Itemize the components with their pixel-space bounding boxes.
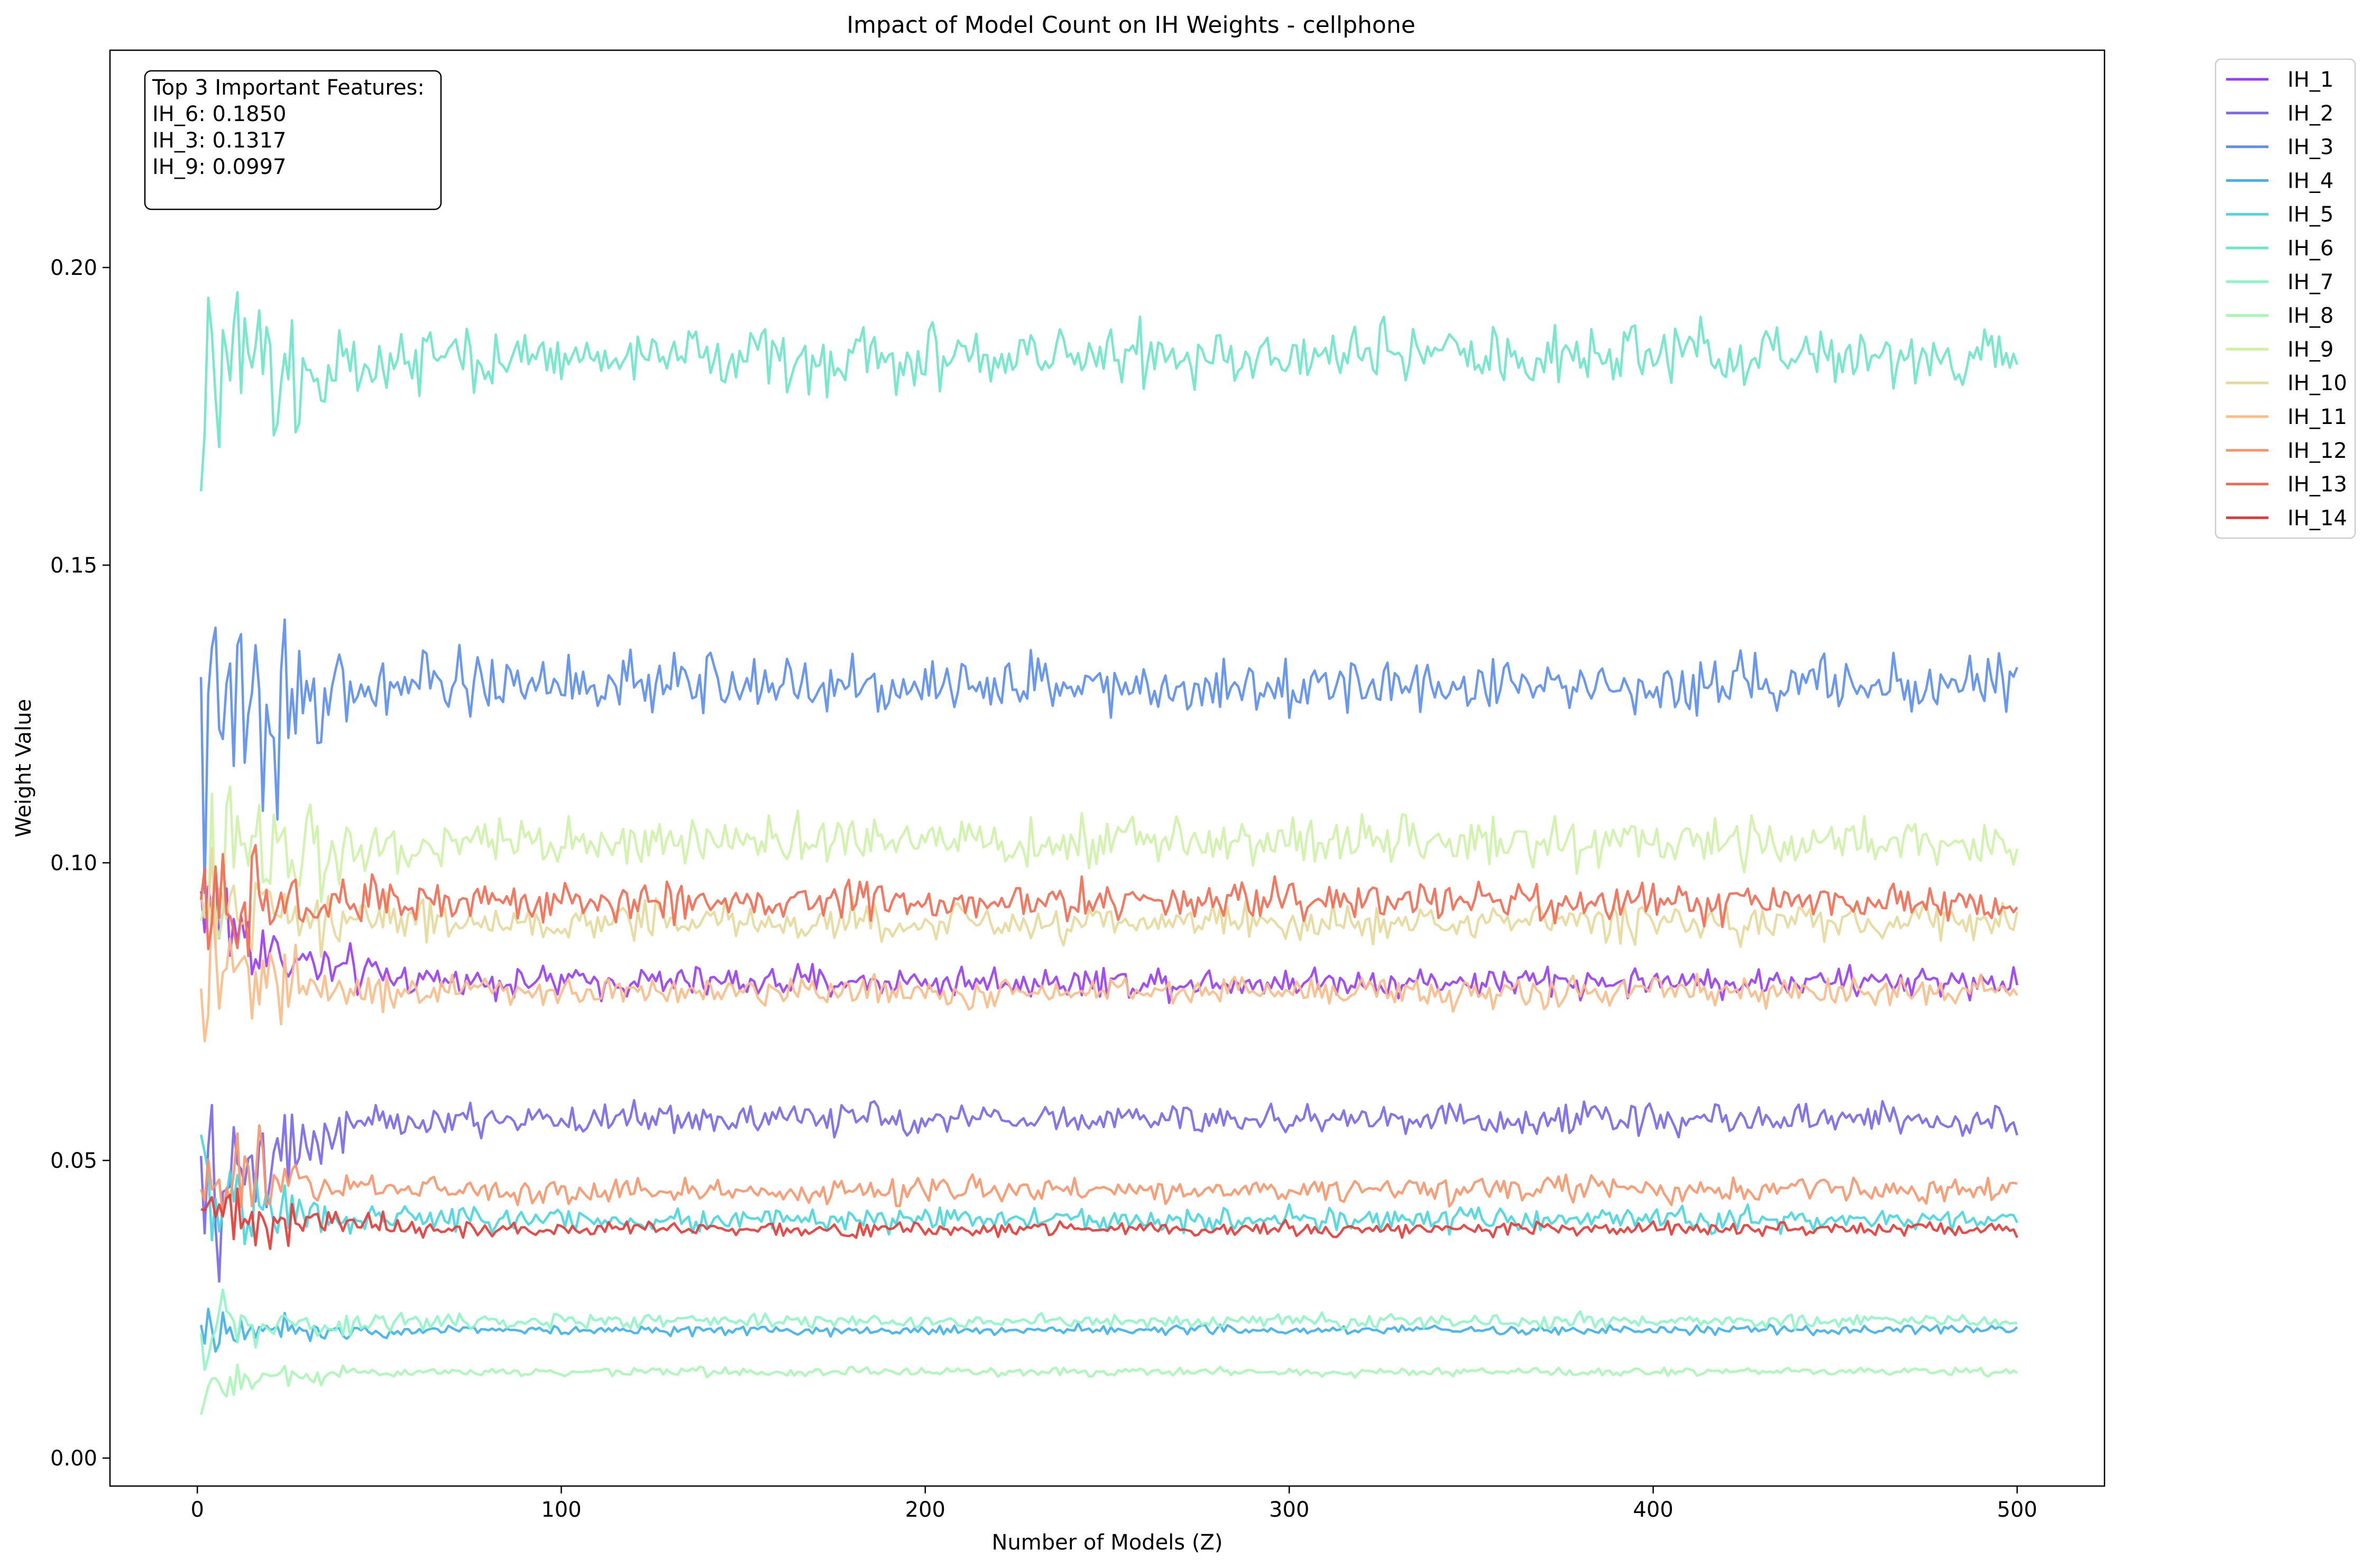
x-tick-label: 500: [1997, 1498, 2037, 1522]
plot-frame: [109, 49, 2106, 1487]
series-line-ih-4: [199, 1307, 2018, 1353]
series-line-ih-3: [199, 618, 2018, 894]
series-line-ih-5: [199, 1135, 2018, 1246]
legend-label: IH_5: [2287, 202, 2333, 227]
annotation-box: Top 3 Important Features: IH_6: 0.1850 I…: [144, 70, 442, 210]
series-line-ih-11: [199, 898, 2018, 1043]
x-tick-label: 100: [541, 1498, 581, 1522]
legend-label: IH_7: [2287, 270, 2333, 294]
annotation-line: IH_9: 0.0997: [152, 155, 286, 179]
series-layer: [199, 291, 2019, 1415]
chart-title: Impact of Model Count on IH Weights - ce…: [847, 12, 1416, 39]
annotation-line: Top 3 Important Features:: [152, 76, 425, 100]
y-axis-label: Weight Value: [12, 699, 36, 837]
legend-label: IH_11: [2287, 405, 2347, 429]
annotation-line: IH_3: 0.1317: [152, 128, 286, 153]
y-tick-label: 0.05: [50, 1149, 97, 1173]
series-line-ih-14: [200, 1187, 2018, 1250]
x-tick-label: 300: [1269, 1498, 1309, 1522]
legend: IH_1 IH_2 IH_3 IH_4 IH_5 IH_6 IH_7 IH_8 IH_9 IH_1…: [2214, 58, 2356, 539]
legend-label: IH_13: [2287, 473, 2347, 497]
series-line-ih-13: [199, 844, 2018, 957]
x-axis-label: Number of Models (Z): [992, 1530, 1223, 1555]
legend-label: IH_1: [2287, 68, 2333, 92]
series-line-ih-9: [199, 785, 2018, 939]
legend-label: IH_3: [2287, 135, 2333, 160]
legend-label: IH_10: [2287, 371, 2347, 395]
legend-label: IH_14: [2287, 506, 2347, 530]
y-tick-label: 0.10: [50, 851, 97, 875]
legend-label: IH_8: [2287, 304, 2333, 328]
series-line-ih-12: [199, 1124, 2018, 1219]
legend-label: IH_2: [2287, 102, 2333, 126]
series-line-ih-10: [199, 846, 2019, 958]
legend-frame: [2214, 58, 2356, 539]
series-line-ih-7: [199, 1288, 2017, 1371]
x-tick-label: 0: [190, 1498, 204, 1522]
legend-label: IH_4: [2287, 169, 2333, 193]
legend-label: IH_9: [2287, 337, 2333, 362]
annotation-line: IH_6: 0.1850: [152, 102, 286, 126]
x-tick-label: 200: [905, 1498, 945, 1522]
y-axis: 0.00 0.05 0.10 0.15 0.20: [50, 256, 110, 1471]
series-line-ih-8: [199, 1363, 2018, 1415]
series-line-ih-2: [199, 1099, 2018, 1283]
x-axis: 0 100 200 300 400 500: [190, 1486, 2037, 1522]
series-line-ih-6: [199, 291, 2018, 492]
y-tick-label: 0.00: [50, 1446, 97, 1471]
legend-label: IH_6: [2287, 236, 2333, 261]
y-tick-label: 0.15: [50, 554, 97, 578]
x-tick-label: 400: [1633, 1498, 1673, 1522]
y-tick-label: 0.20: [50, 256, 97, 280]
annotation-frame: [144, 70, 442, 210]
legend-label: IH_12: [2287, 439, 2347, 463]
